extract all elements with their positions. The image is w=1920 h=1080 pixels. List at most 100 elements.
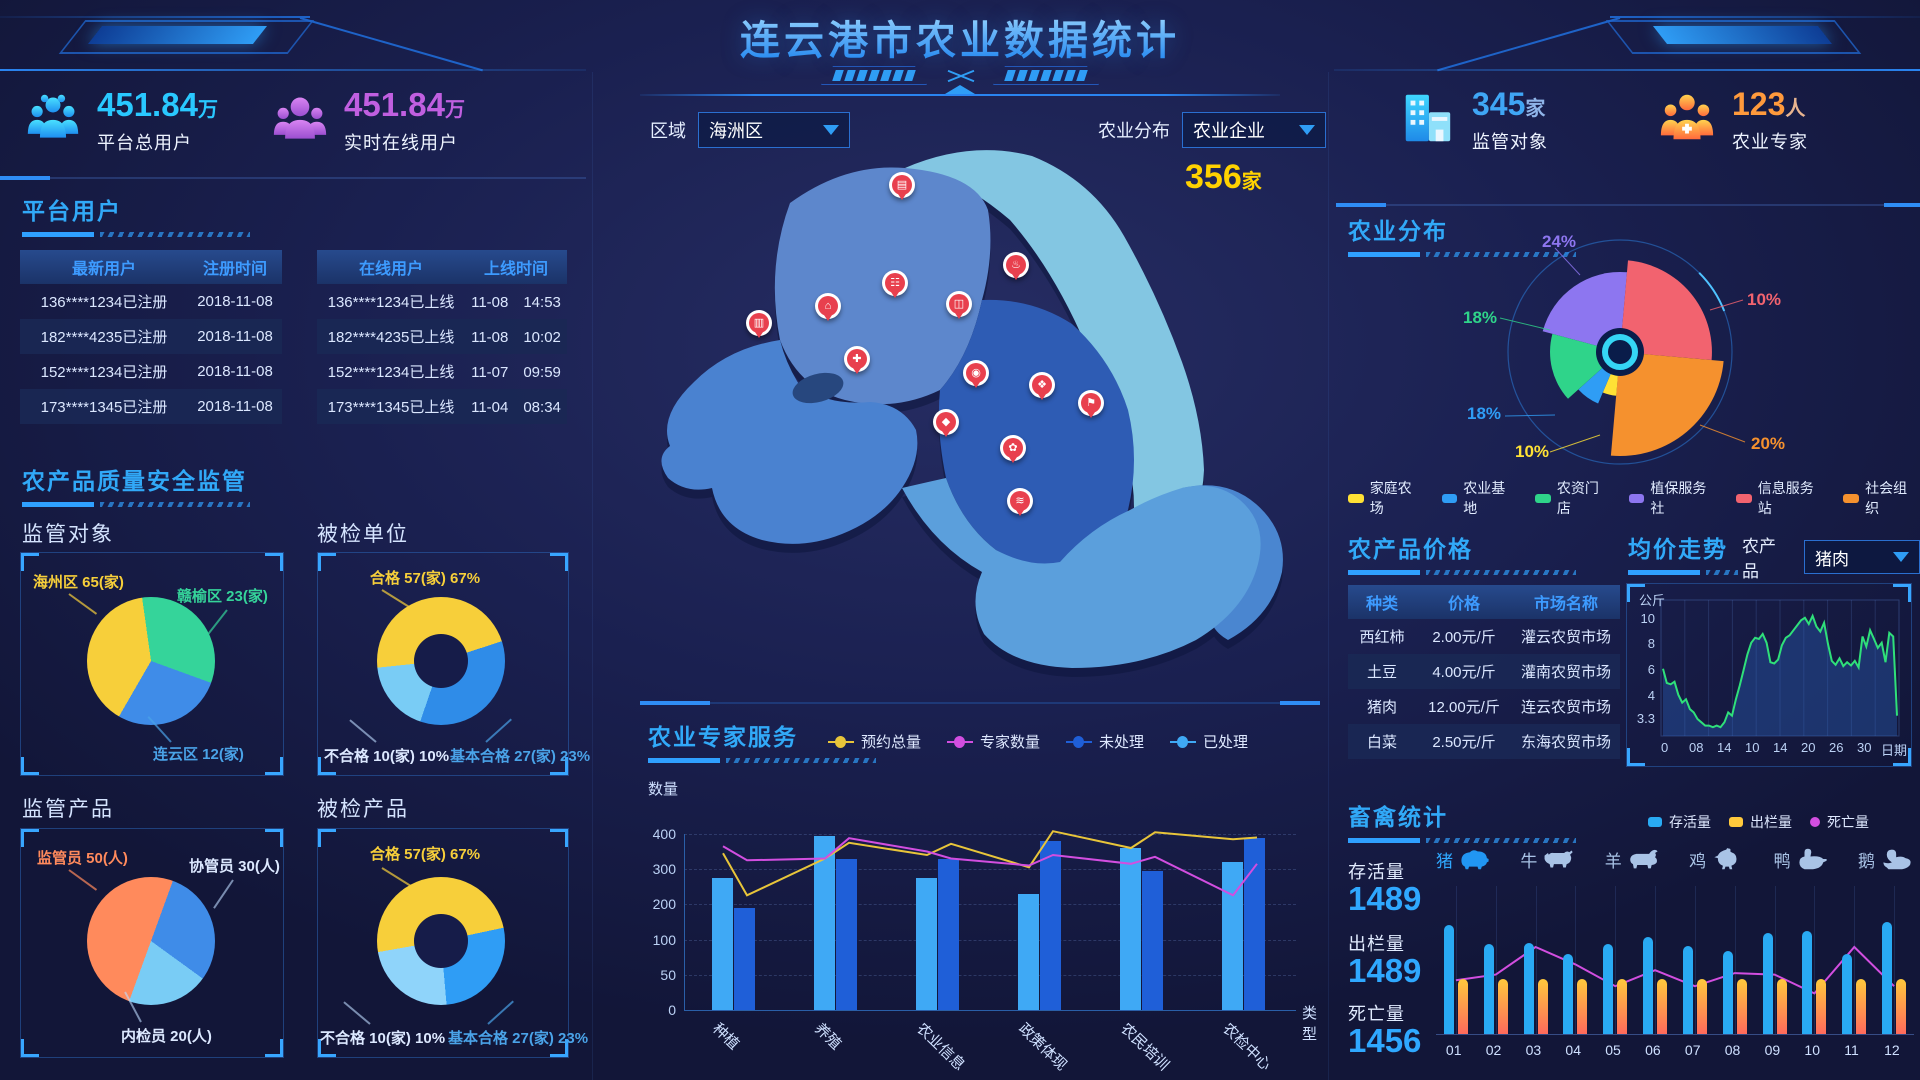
legend-item[interactable]: 家庭农场 bbox=[1348, 478, 1425, 518]
bar-alive[interactable] bbox=[1523, 942, 1534, 1034]
expert-legend: 预约总量 专家数量 未处理 已处理 bbox=[828, 731, 1248, 752]
bar-out[interactable] bbox=[1816, 978, 1827, 1034]
legend-item[interactable]: 预约总量 bbox=[828, 731, 921, 752]
map-pin[interactable]: ✿ bbox=[1000, 435, 1026, 461]
legend-dot bbox=[1810, 817, 1820, 827]
map-pin[interactable]: ❖ bbox=[1029, 372, 1055, 398]
table-cell: 2018-11-08 bbox=[197, 363, 273, 380]
bar-alive[interactable] bbox=[1483, 944, 1494, 1034]
map-pin[interactable]: ☷ bbox=[882, 270, 908, 296]
rose-pct-农业基地: 18% bbox=[1467, 404, 1502, 423]
bar-out[interactable] bbox=[1896, 978, 1907, 1034]
bar-alive[interactable] bbox=[1842, 954, 1853, 1034]
table-row: 土豆 4.00元/斤 灌南农贸市场 bbox=[1348, 654, 1620, 689]
table-cell: 2.50元/斤 bbox=[1432, 734, 1496, 751]
animal-tab-鸭[interactable]: 鸭 bbox=[1774, 846, 1830, 872]
map-pin[interactable]: ▤ bbox=[889, 172, 915, 198]
map-pin[interactable]: ◫ bbox=[946, 291, 972, 317]
legend-item[interactable]: 农资门店 bbox=[1535, 478, 1612, 518]
pie-supervise-products[interactable] bbox=[87, 877, 215, 1005]
bar-out[interactable] bbox=[1657, 978, 1668, 1034]
bar-out[interactable] bbox=[1577, 978, 1588, 1034]
bar-out[interactable] bbox=[1776, 978, 1787, 1034]
legend-item[interactable]: 农业基地 bbox=[1441, 478, 1519, 518]
bar-out[interactable] bbox=[1537, 978, 1548, 1034]
map-pin[interactable]: ▥ bbox=[746, 310, 772, 336]
table-cell: 136****1234已上线 bbox=[327, 294, 455, 311]
bar-alive[interactable] bbox=[1802, 931, 1813, 1034]
stat-unit: 家 bbox=[1525, 98, 1546, 120]
animal-tab-羊[interactable]: 羊 bbox=[1605, 846, 1661, 872]
legend-item[interactable]: 社会组织 bbox=[1843, 478, 1920, 518]
bar-未处理[interactable] bbox=[938, 858, 959, 1010]
bar-未处理[interactable] bbox=[1040, 841, 1061, 1010]
bar-alive[interactable] bbox=[1722, 951, 1733, 1034]
stat-unit: 万 bbox=[197, 99, 218, 121]
bar-已处理[interactable] bbox=[1018, 893, 1039, 1010]
animal-tab-牛[interactable]: 牛 bbox=[1520, 846, 1576, 872]
bar-out[interactable] bbox=[1497, 978, 1508, 1034]
product-select[interactable]: 猪肉 bbox=[1803, 540, 1920, 574]
bar-已处理[interactable] bbox=[1222, 862, 1243, 1010]
map-pin[interactable]: ◉ bbox=[963, 360, 989, 386]
bar-alive[interactable] bbox=[1563, 954, 1574, 1034]
animal-tab-鹅[interactable]: 鹅 bbox=[1858, 846, 1914, 872]
legend-chip bbox=[1441, 493, 1458, 503]
legend-item[interactable]: 植保服务社 bbox=[1628, 478, 1719, 518]
animal-tabs: 猪牛羊鸡鸭鹅 bbox=[1436, 846, 1914, 872]
legend-item[interactable]: 出栏量 bbox=[1729, 812, 1792, 832]
table-cell: 11-08 10:02 bbox=[471, 329, 561, 346]
bar-alive[interactable] bbox=[1682, 945, 1693, 1034]
count-unit: 家 bbox=[1241, 171, 1262, 193]
region-select[interactable]: 海洲区 bbox=[698, 112, 850, 148]
map-pin[interactable]: ◆ bbox=[933, 409, 959, 435]
pin-glyph: ⚑ bbox=[1081, 393, 1101, 413]
animal-tab-猪[interactable]: 猪 bbox=[1436, 846, 1492, 872]
title-underline bbox=[1348, 838, 1578, 843]
table-cell: 173****1345已注册 bbox=[40, 399, 168, 416]
map-pin[interactable]: ⌂ bbox=[815, 293, 841, 319]
bar-out[interactable] bbox=[1736, 978, 1747, 1034]
bar-out[interactable] bbox=[1696, 978, 1707, 1034]
bar-alive[interactable] bbox=[1643, 936, 1654, 1034]
legend-item[interactable]: 专家数量 bbox=[947, 731, 1040, 752]
bar-out[interactable] bbox=[1856, 978, 1867, 1034]
donut-checked-products[interactable] bbox=[377, 877, 505, 1005]
legend-marker bbox=[828, 735, 854, 748]
map-pin[interactable]: ≋ bbox=[1007, 488, 1033, 514]
distribution-select[interactable]: 农业企业 bbox=[1182, 112, 1326, 148]
donut-checked-units[interactable] bbox=[377, 597, 505, 725]
bar-alive[interactable] bbox=[1762, 932, 1773, 1034]
table-row: 西红柿 2.00元/斤 灌云农贸市场 bbox=[1348, 619, 1620, 654]
bar-已处理[interactable] bbox=[712, 877, 733, 1010]
animal-tab-鸡[interactable]: 鸡 bbox=[1689, 846, 1745, 872]
bar-未处理[interactable] bbox=[1244, 837, 1265, 1010]
table-cell: 152****1234已上线 bbox=[327, 364, 455, 381]
legend-item[interactable]: 信息服务站 bbox=[1736, 478, 1826, 518]
bar-未处理[interactable] bbox=[836, 858, 857, 1010]
bar-out[interactable] bbox=[1617, 978, 1628, 1034]
legend-item[interactable]: 未处理 bbox=[1066, 731, 1144, 752]
agri-rose-chart[interactable]: 24% 10% 20% 10% 18% 18% bbox=[1355, 230, 1905, 476]
bar-已处理[interactable] bbox=[814, 835, 835, 1010]
pie-supervise-objects[interactable] bbox=[87, 597, 215, 725]
bar-alive[interactable] bbox=[1443, 925, 1454, 1034]
bar-未处理[interactable] bbox=[1142, 870, 1163, 1010]
legend-item[interactable]: 死亡量 bbox=[1810, 812, 1869, 832]
bar-alive[interactable] bbox=[1882, 922, 1893, 1034]
stat-label: 监管对象 bbox=[1472, 131, 1548, 152]
bar-out[interactable] bbox=[1457, 978, 1468, 1034]
map-pin[interactable]: ✚ bbox=[844, 346, 870, 372]
legend-marker bbox=[1066, 735, 1093, 748]
map-pin[interactable]: ♨ bbox=[1003, 252, 1029, 278]
bar-未处理[interactable] bbox=[734, 907, 755, 1010]
table-cell: 2018-11-08 bbox=[197, 293, 273, 310]
bar-已处理[interactable] bbox=[1120, 848, 1141, 1010]
map-pin[interactable]: ⚑ bbox=[1078, 390, 1104, 416]
bar-alive[interactable] bbox=[1603, 944, 1614, 1034]
legend-item[interactable]: 存活量 bbox=[1648, 812, 1711, 832]
bar-已处理[interactable] bbox=[916, 877, 937, 1010]
legend-item[interactable]: 已处理 bbox=[1170, 731, 1248, 752]
header-deco-center bbox=[805, 64, 1115, 88]
alive-label: 存活量 bbox=[1348, 862, 1405, 882]
